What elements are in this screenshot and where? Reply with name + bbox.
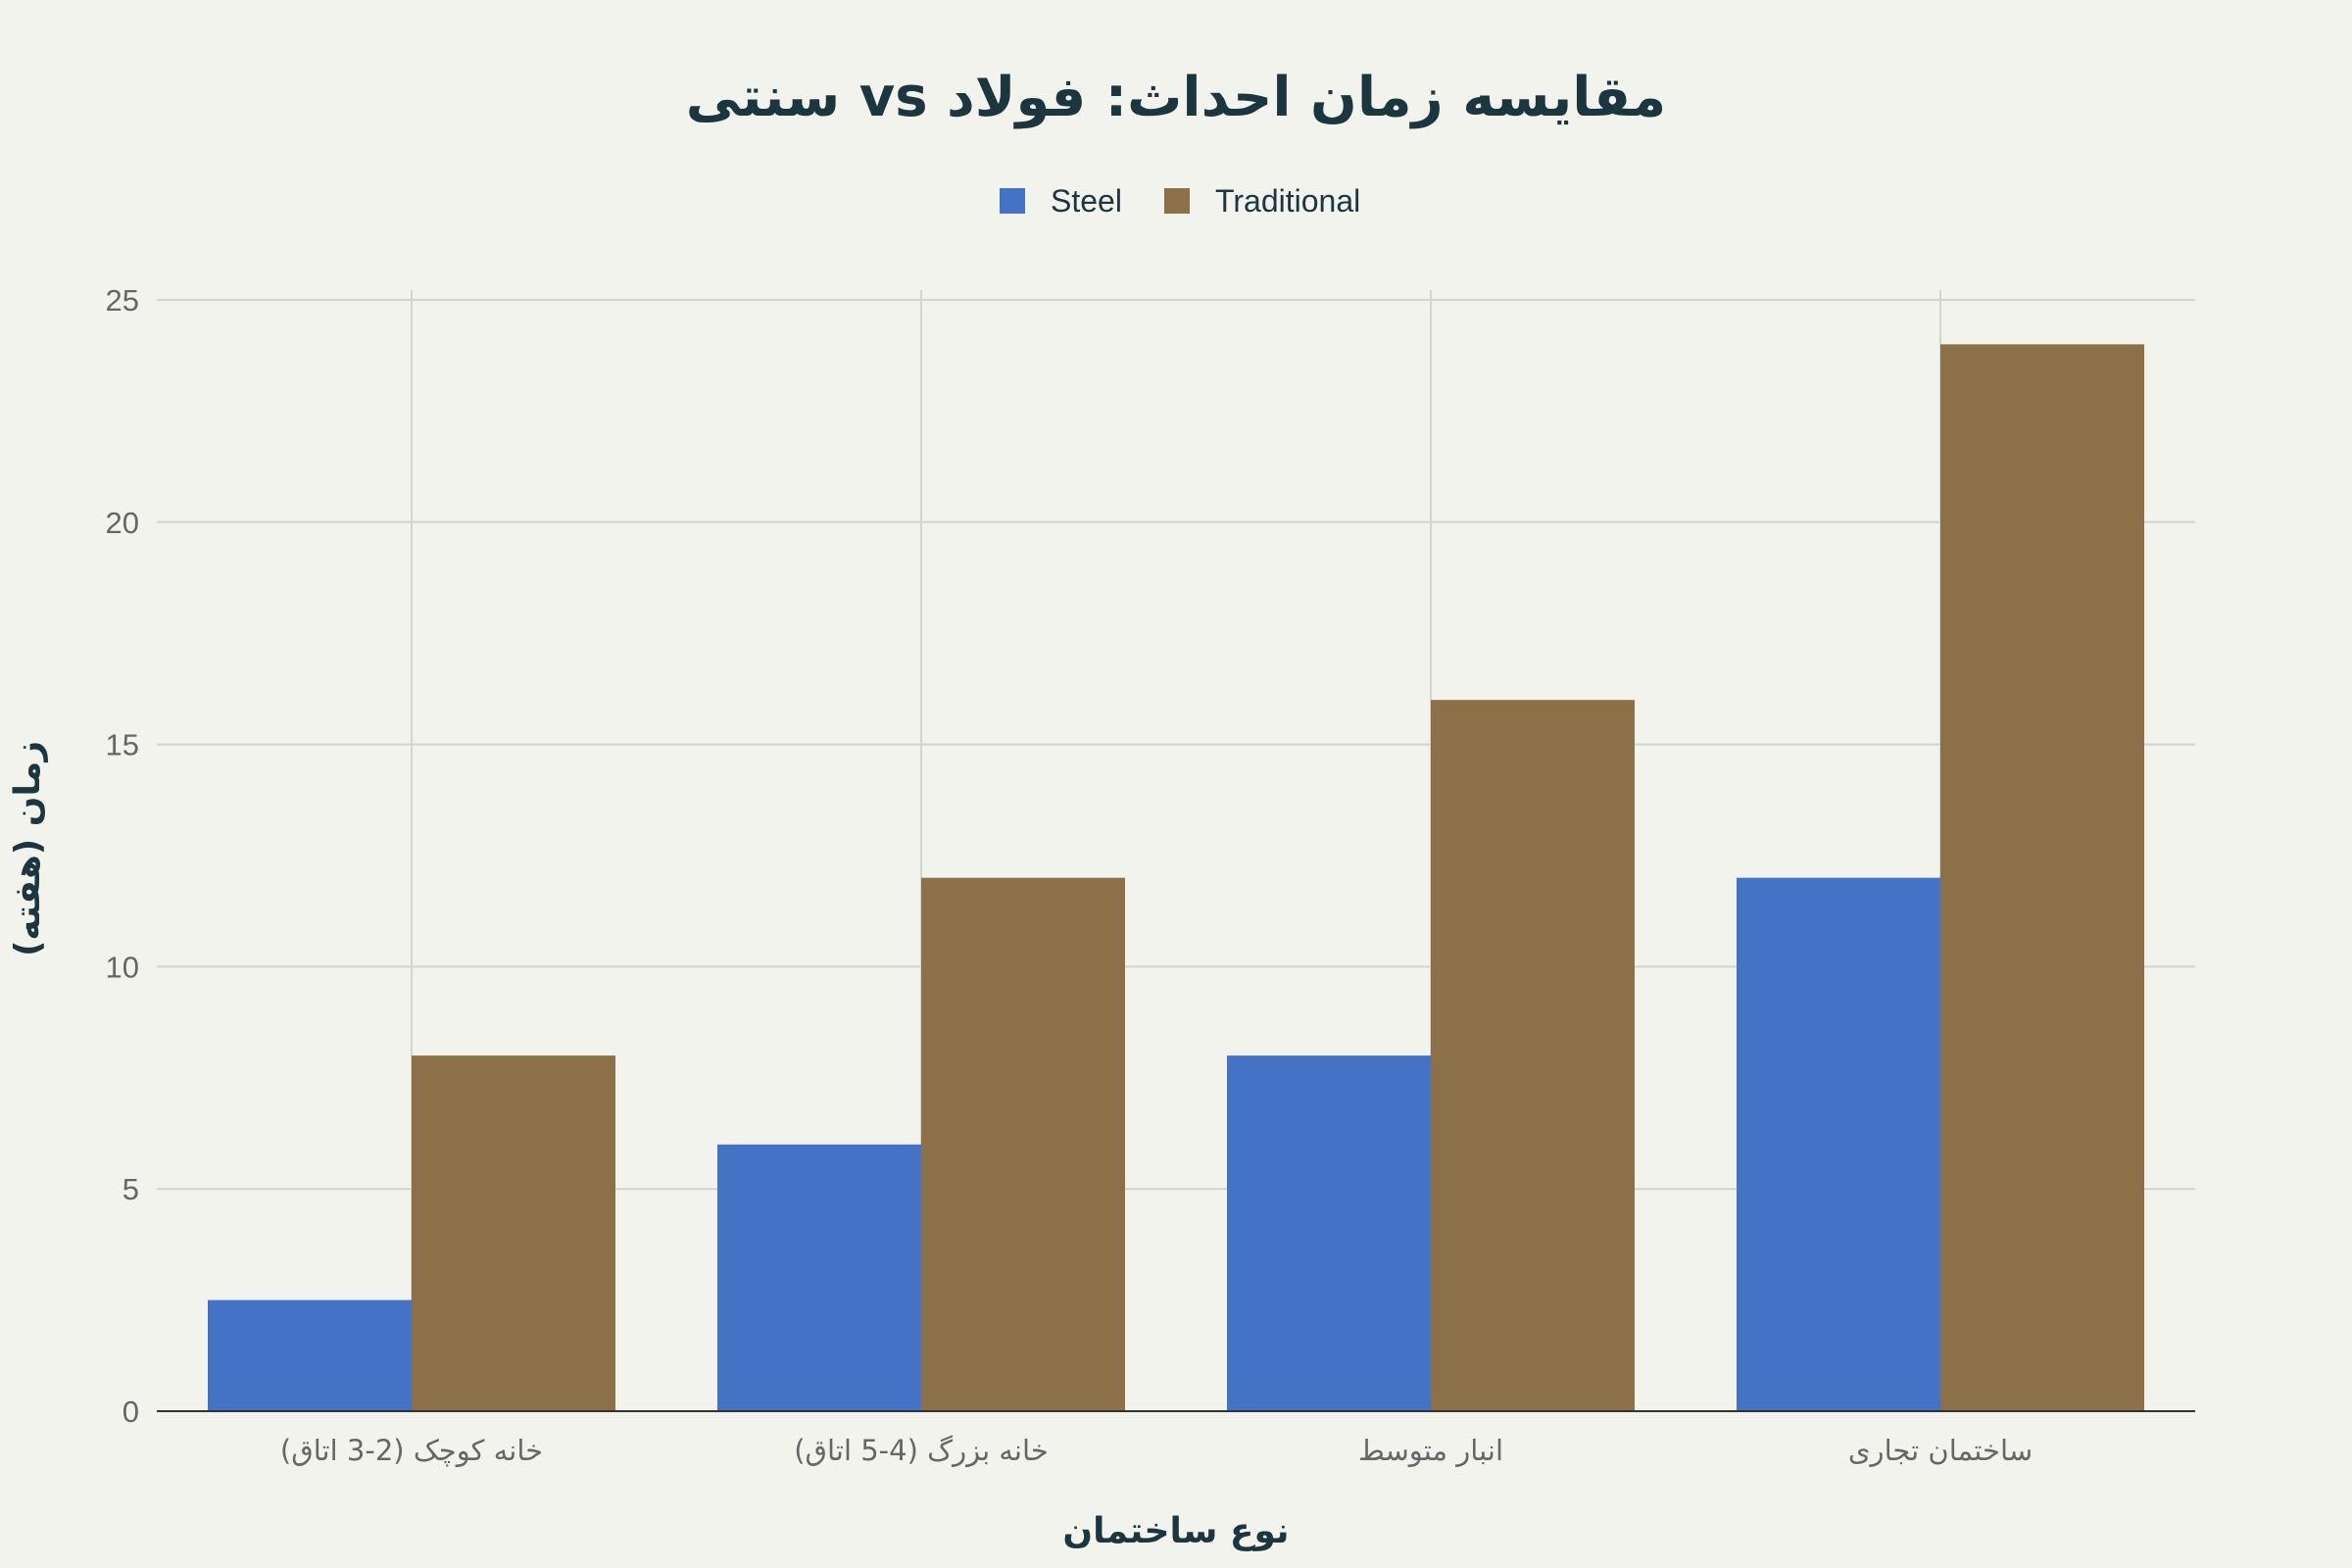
bar-steel-1	[717, 1144, 921, 1411]
legend-label-traditional: Traditional	[1215, 183, 1360, 219]
y-axis-title: زمان (هفته)	[8, 741, 48, 956]
bars-layer	[208, 344, 2144, 1411]
bar-steel-0	[208, 1299, 412, 1411]
legend-swatch-steel	[1000, 188, 1025, 214]
x-tick-label: خانه کوچک (2-3 اتاق)	[280, 1434, 543, 1467]
bar-steel-3	[1737, 877, 1940, 1411]
legend-label-steel: Steel	[1051, 183, 1122, 219]
y-tick-label: 15	[106, 728, 139, 762]
bar-steel-2	[1227, 1055, 1431, 1411]
y-tick-label: 0	[122, 1395, 139, 1429]
y-tick-label: 5	[122, 1172, 139, 1206]
bar-traditional-3	[1940, 344, 2144, 1411]
y-tick-label: 25	[106, 283, 139, 318]
bar-traditional-1	[921, 877, 1125, 1411]
ticks-layer: 0 5 10 15 20 25	[106, 283, 139, 1429]
legend-swatch-traditional	[1164, 188, 1190, 214]
x-tick-label: انبار متوسط	[1358, 1434, 1503, 1467]
chart-title: مقایسه زمان احداث: فولاد vs سنتی	[686, 66, 1666, 129]
y-tick-label: 10	[106, 950, 139, 984]
y-tick-label: 20	[106, 506, 139, 540]
x-tick-label: ساختمان تجاری	[1848, 1434, 2033, 1467]
category-labels: خانه کوچک (2-3 اتاق) خانه بزرگ (4-5 اتاق)…	[280, 1434, 2033, 1467]
x-tick-label: خانه بزرگ (4-5 اتاق)	[794, 1434, 1049, 1467]
bar-traditional-0	[412, 1055, 615, 1411]
bar-traditional-2	[1431, 700, 1635, 1411]
legend: Steel Traditional	[1000, 183, 1360, 219]
x-axis-title: نوع ساختمان	[1062, 1511, 1289, 1551]
